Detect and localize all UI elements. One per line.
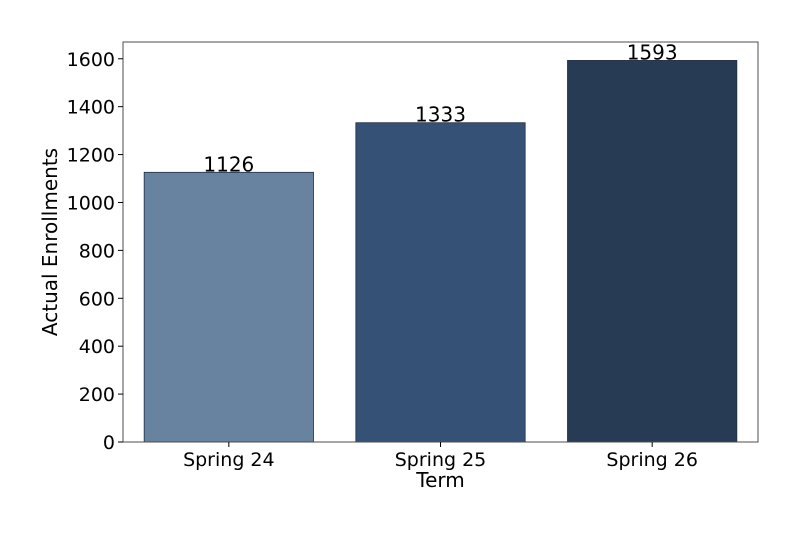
y-tick-label: 200 <box>79 384 115 406</box>
bar-spring-24 <box>143 171 314 443</box>
y-axis-ticks: 0 200 400 600 800 1000 1200 1400 1600 <box>67 49 123 454</box>
y-tick-label: 1200 <box>67 145 115 167</box>
bars-layer <box>143 60 738 443</box>
data-labels-layer: 1126 1333 1593 <box>203 40 677 176</box>
y-tick-label: 1400 <box>67 97 115 119</box>
y-tick-label: 1600 <box>67 49 115 71</box>
x-tick-label: Spring 25 <box>395 449 487 471</box>
y-tick-label: 0 <box>103 432 115 454</box>
y-tick-label: 1000 <box>67 192 115 214</box>
bar-spring-26 <box>567 60 738 443</box>
y-axis-label: Actual Enrollments <box>38 148 62 336</box>
y-tick-label: 400 <box>79 336 115 358</box>
y-tick-label: 600 <box>79 288 115 310</box>
x-axis-ticks: Spring 24 Spring 25 Spring 26 <box>183 442 698 471</box>
x-axis-label: Term <box>415 468 464 492</box>
data-label-spring-26: 1593 <box>627 40 678 64</box>
y-tick-label: 800 <box>79 240 115 262</box>
x-tick-label: Spring 24 <box>183 449 275 471</box>
data-label-spring-25: 1333 <box>415 103 466 127</box>
bar-spring-25 <box>355 122 526 443</box>
x-tick-label: Spring 26 <box>606 449 698 471</box>
data-label-spring-24: 1126 <box>203 152 254 176</box>
